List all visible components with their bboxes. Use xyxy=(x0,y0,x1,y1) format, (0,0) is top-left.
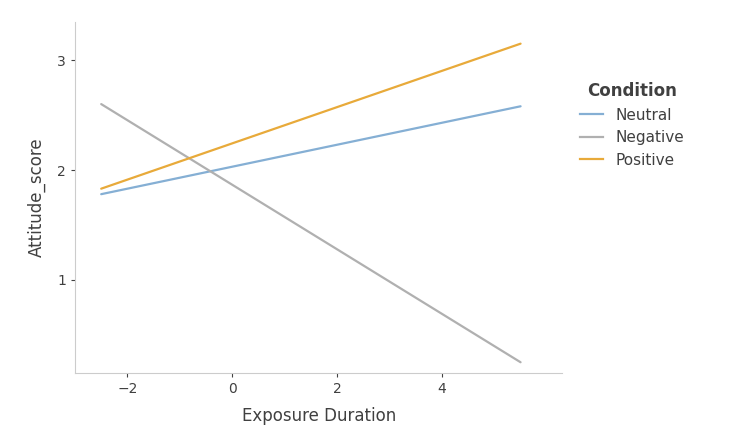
Legend: Neutral, Negative, Positive: Neutral, Negative, Positive xyxy=(580,82,684,168)
Y-axis label: Attitude_score: Attitude_score xyxy=(28,138,46,257)
X-axis label: Exposure Duration: Exposure Duration xyxy=(242,408,396,425)
